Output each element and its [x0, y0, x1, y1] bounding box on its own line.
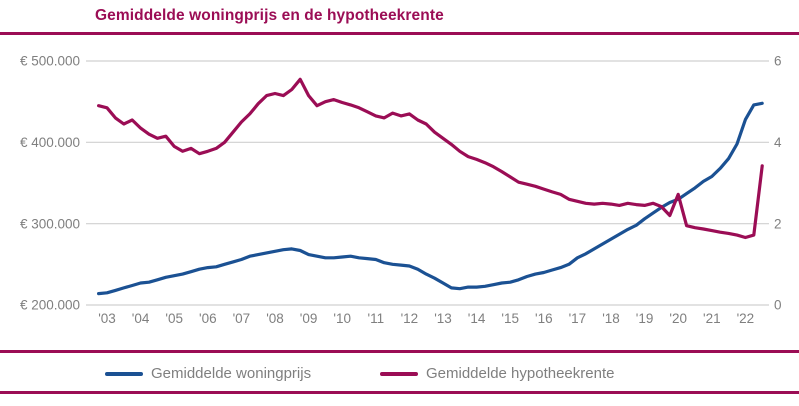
x-axis-label: '20 — [669, 311, 687, 326]
x-axis-label: '18 — [602, 311, 620, 326]
legend-label-hypotheekrente: Gemiddelde hypotheekrente — [426, 365, 615, 382]
chart-plot-area: € 500.000 6 € 400.000 4 € 300.000 2 € 200.000 0… — [20, 54, 782, 326]
x-axis-label: '12 — [401, 311, 419, 326]
x-axis-label: '06 — [199, 311, 217, 326]
y-axis-label-left: € 400.000 — [20, 135, 80, 150]
x-axis-label: '04 — [132, 311, 150, 326]
x-axis-label: '05 — [165, 311, 183, 326]
chart-title: Gemiddelde woningprijs en de hypotheekre… — [95, 7, 444, 24]
x-axis-label: '14 — [468, 311, 486, 326]
x-axis-label: '15 — [501, 311, 519, 326]
bottom-divider — [0, 391, 799, 394]
hypotheekrente-line — [96, 77, 764, 240]
legend-swatch-woningprijs — [105, 372, 143, 376]
x-axis-label: '13 — [434, 311, 452, 326]
x-axis-label: '17 — [569, 311, 587, 326]
y-axis-label-right: 4 — [774, 135, 782, 150]
legend-label-woningprijs: Gemiddelde woningprijs — [151, 365, 312, 382]
top-divider — [0, 32, 799, 35]
x-axis-label: '07 — [233, 311, 251, 326]
x-axis-label: '21 — [703, 311, 721, 326]
x-axis-label: '16 — [535, 311, 553, 326]
woningprijs-line — [96, 101, 764, 296]
legend-swatch-hypotheekrente — [380, 372, 418, 376]
legend-item-hypotheekrente: Gemiddelde hypotheekrente — [380, 364, 614, 384]
y-axis-label-right: 6 — [774, 54, 782, 69]
y-axis-label-right: 0 — [774, 298, 782, 313]
legend-top-divider — [0, 350, 799, 353]
x-axis-label: '10 — [333, 311, 351, 326]
x-axis-label: '11 — [368, 311, 385, 326]
x-axis-label: '19 — [636, 311, 654, 326]
y-axis-label-right: 2 — [774, 216, 782, 231]
x-axis-label: '08 — [266, 311, 284, 326]
x-axis-label: '22 — [737, 311, 755, 326]
x-axis-label: '09 — [300, 311, 318, 326]
y-axis-label-left: € 200.000 — [20, 298, 80, 313]
legend-item-woningprijs: Gemiddelde woningprijs — [105, 364, 311, 384]
y-axis-label-left: € 300.000 — [20, 216, 80, 231]
y-axis-label-left: € 500.000 — [20, 54, 80, 69]
x-axis-label: '03 — [98, 311, 116, 326]
